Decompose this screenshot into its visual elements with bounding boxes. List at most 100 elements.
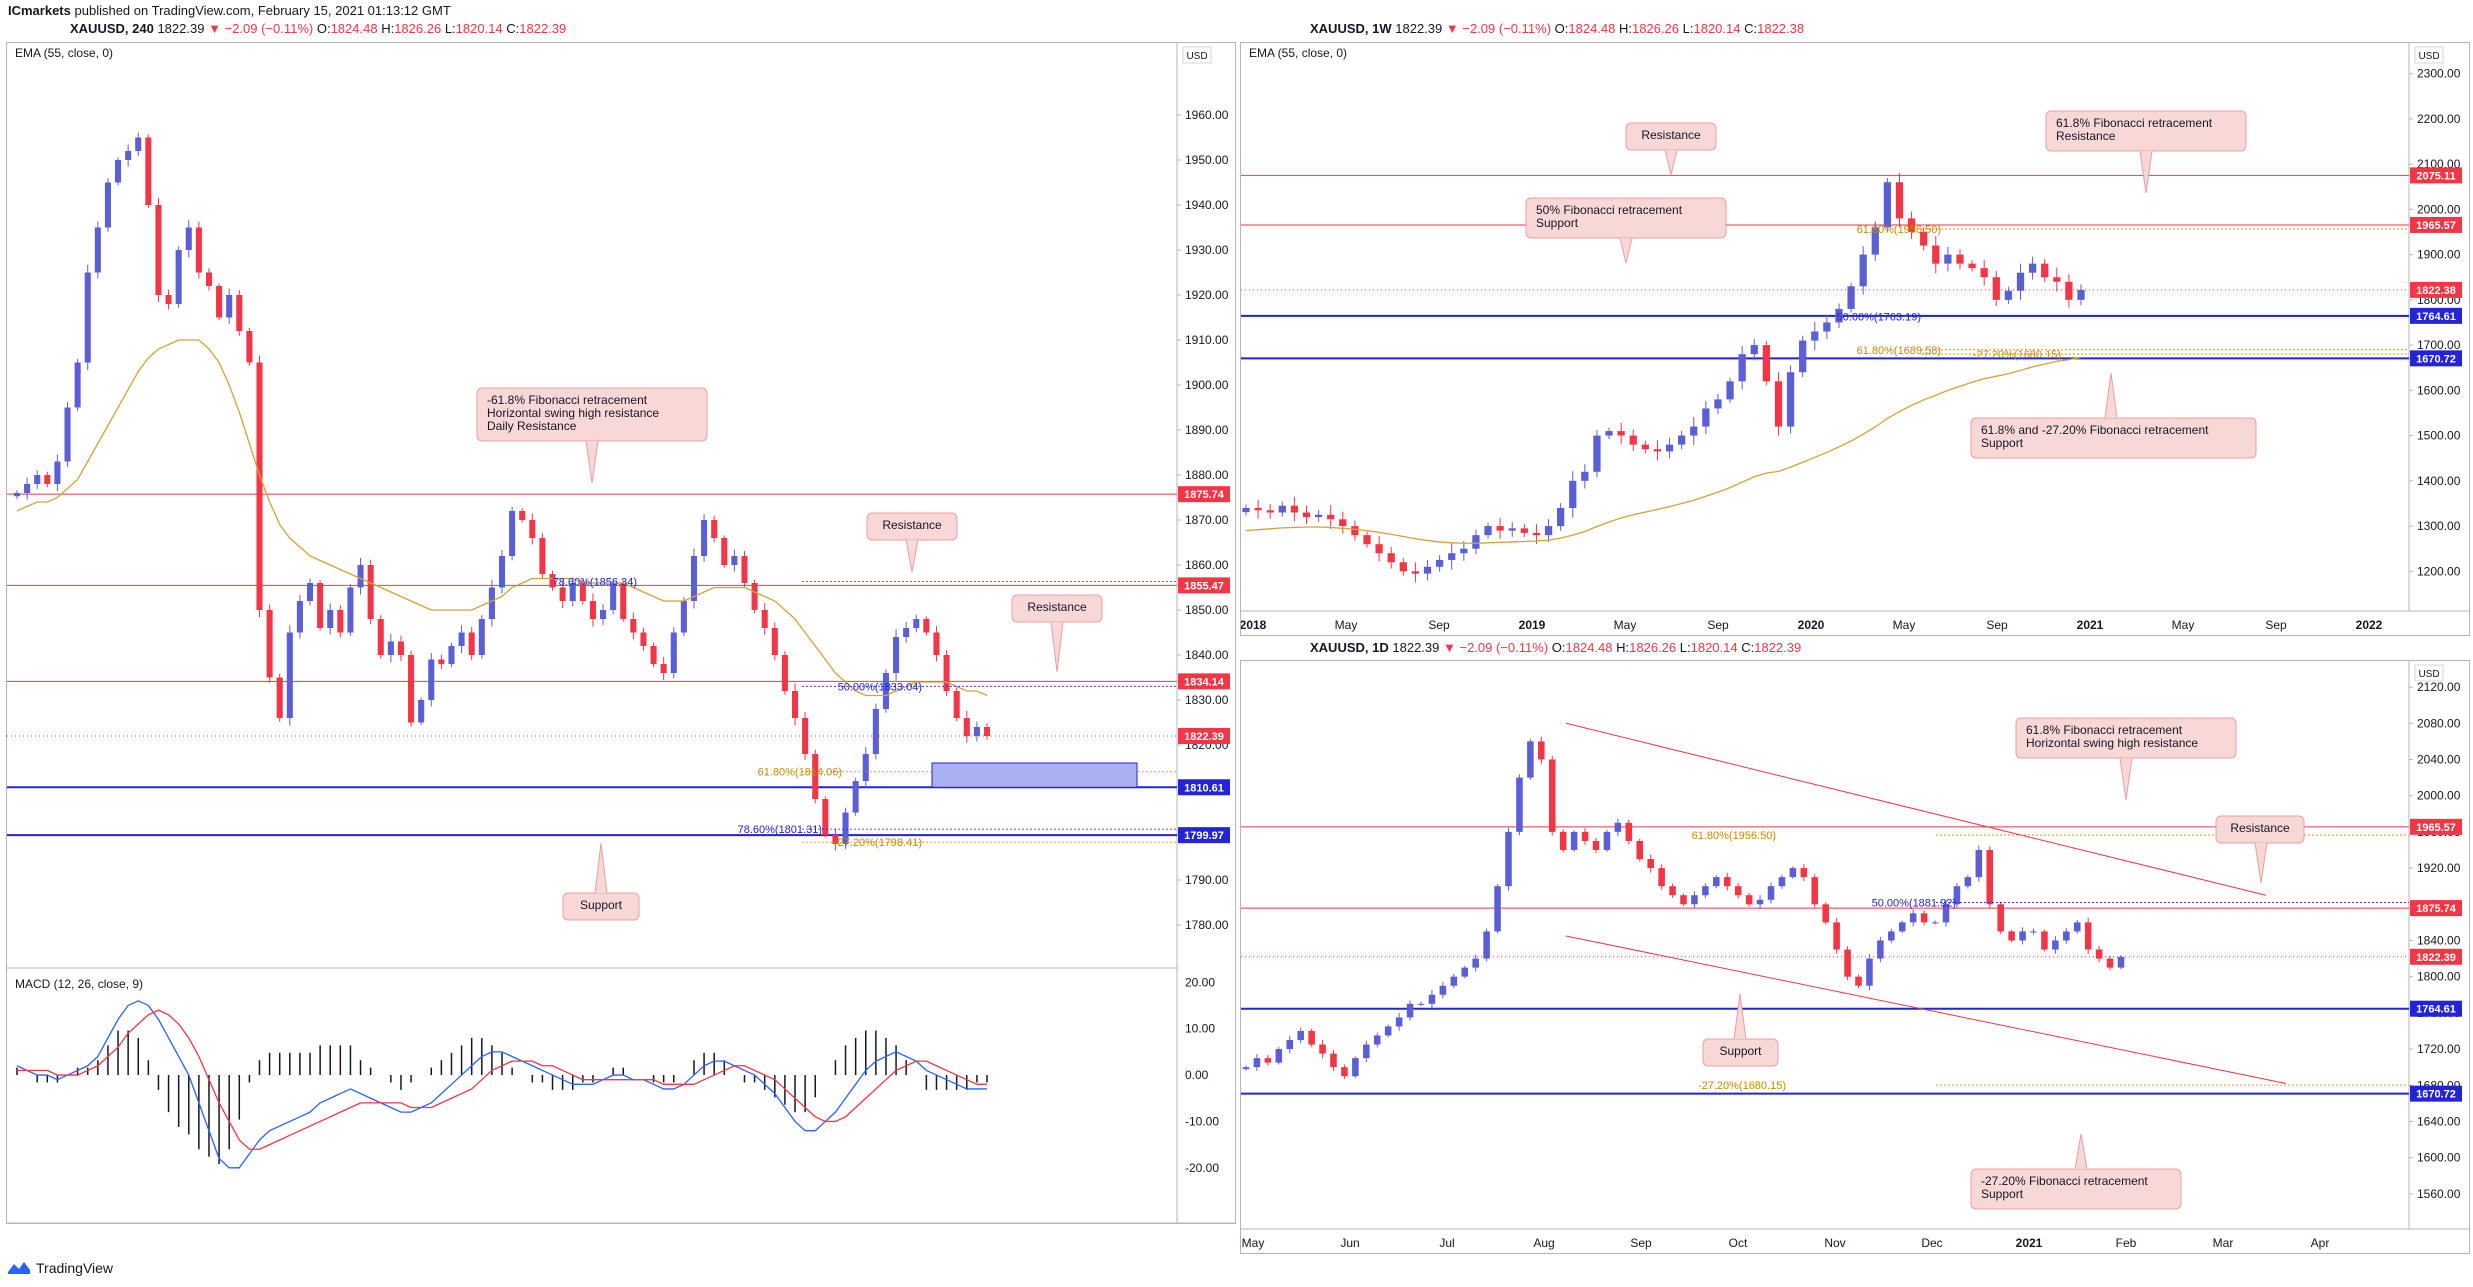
candle-body [589,601,596,619]
candle-body [529,520,536,538]
candle-body [1581,471,1589,481]
candle-body [1713,877,1720,887]
candle-body [306,583,314,601]
candle-body [1472,535,1480,549]
callout-text: Horizontal swing high resistance [2026,736,2198,750]
candle-body [125,151,132,160]
candle-body [1756,899,1764,905]
price-level-badge [1178,486,1230,503]
candle-body [852,781,859,813]
callout-text: 61.8% Fibonacci retracement [2056,116,2213,130]
candle-body [2008,931,2015,941]
candle-body [216,286,223,318]
chart-panel-daily[interactable]: USD2120.002080.002040.002000.001960.0019… [1240,660,2470,1254]
candle-body [1883,182,1892,228]
candle-body [1286,1040,1294,1050]
chart-weekly-svg[interactable]: USD2300.002200.002100.002000.001900.0018… [1241,43,2469,635]
chart-panel-weekly[interactable]: USD 2300.00 2200.00 2100.00 2000.00 1900.00 18… [1240,42,2470,636]
candle-body [1702,886,1709,896]
x-tick-label: 2018 [1241,618,1267,632]
candle-body [1373,1035,1381,1045]
candle-body [1330,1053,1337,1068]
candle-body [933,632,940,655]
candle-body [1726,381,1734,400]
callout-text: Support [1981,1187,2024,1201]
price-level-label: 1764.61 [2416,1004,2456,1016]
candle-body [1603,831,1611,850]
price-level-label: 1875.74 [1184,489,1225,501]
left-l-label: L: [444,21,456,36]
candle-body [1351,526,1359,536]
y-tick-label: 1900.00 [1185,378,1229,392]
candle-body [448,646,455,664]
candle-body [832,835,839,844]
price-level-badge [1178,827,1230,844]
candle-body [438,659,445,664]
x-tick-label: 2021 [2016,1236,2043,1250]
candle-body [367,565,374,619]
candle-body [1395,1017,1403,1027]
x-tick-label: 2020 [1798,618,1825,632]
price-level-badge [2410,307,2462,324]
candle-body [1532,532,1541,536]
callout-pointer [905,539,919,573]
fib-level-label: 61.80%(1814.06) [758,767,842,779]
y-tick-label: 1500.00 [2417,429,2461,443]
candle-body [882,673,889,709]
fib-level-label: -27.20%(1798.41) [834,837,922,849]
candle-body [236,295,243,331]
currency-label: USD [1186,51,1207,62]
daily-last: 1822.39 [1392,640,1440,655]
price-level-label: 1764.61 [2416,311,2456,323]
candle-body [1986,849,1994,905]
candle-body [498,556,506,588]
candle-body [1799,340,1807,373]
candle-body [2077,289,2085,300]
candle-body [1931,922,1939,924]
candle-body [1339,519,1347,527]
candle-body [1835,308,1843,323]
candle-body [751,583,758,610]
candle-body [2028,263,2037,273]
candle-body [1975,849,1983,878]
fib-level-label: 50.00%(1881.92) [1872,898,1956,910]
candle-body [1264,1058,1272,1063]
x-tick-label: May [2172,618,2195,632]
candle-body [670,632,677,673]
candle-body [1774,381,1783,427]
tradingview-brand: TradingView [36,1260,114,1276]
candle-body [1302,512,1311,518]
candle-body [923,619,930,633]
tradingview-logo[interactable]: TradingView [6,1260,113,1276]
candle-body [428,659,435,700]
candle-body [802,718,809,754]
x-tick-label: Oct [1729,1236,1748,1250]
candle-body [205,272,213,286]
callout-pointer [2119,757,2133,801]
candle-body [1450,976,1458,986]
daily-h-label: H: [1616,640,1630,655]
candle-body [569,583,576,601]
callout-text: 61.8% Fibonacci retracement [2026,723,2183,737]
chart-panel-240[interactable]: USD 1960.00 1950.00 1940.00 1930.00 1920.00 19… [6,42,1236,1224]
x-tick-label: 2019 [1519,618,1546,632]
x-tick-label: Jun [1340,1236,1359,1250]
x-tick-label: Jul [1439,1236,1454,1250]
candle-body [1411,571,1420,574]
chart-daily-svg[interactable]: USD2120.002080.002040.002000.001960.0019… [1241,661,2469,1253]
candle-body [1680,895,1687,905]
candle-body [1448,553,1456,561]
candle-body [963,718,970,736]
candle-body [983,727,991,736]
y-tick-label: 1910.00 [1185,333,1229,347]
candle-body [94,227,101,273]
chart-240-svg[interactable]: USD 1960.00 1950.00 1940.00 1930.00 1920.00 19… [7,43,1235,1223]
ema-indicator-label: EMA (55, close, 0) [1249,46,1347,60]
left-high: 1826.26 [394,21,442,36]
y-tick-label: 1860.00 [1185,558,1229,572]
weekly-h-label: H: [1619,21,1633,36]
left-last: 1822.39 [157,21,205,36]
candle-body [458,632,465,646]
candle-body [640,632,647,646]
candle-body [256,362,263,610]
